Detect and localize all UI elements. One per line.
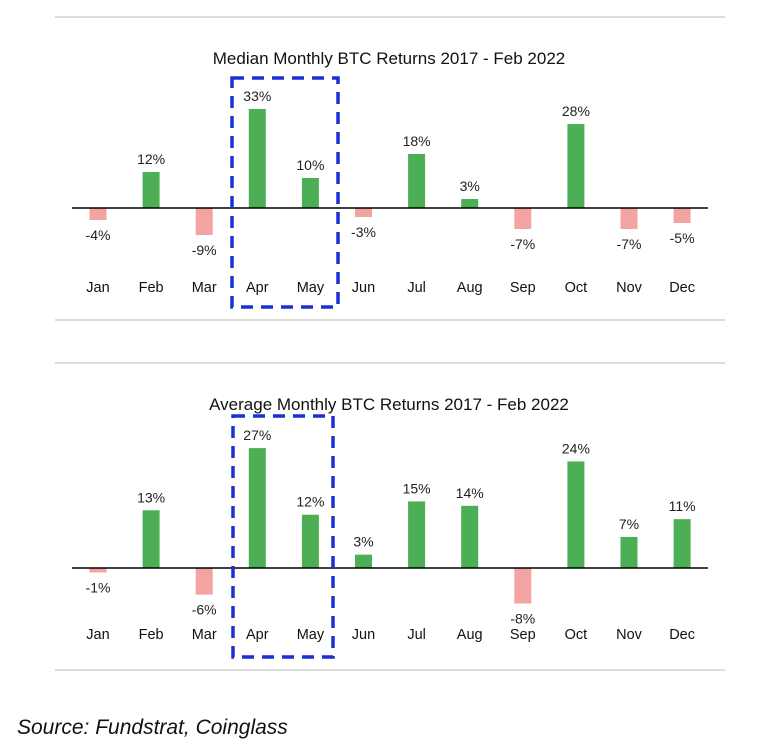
bar-apr xyxy=(248,448,266,568)
month-tick-label: Feb xyxy=(139,627,164,643)
month-tick-label: Apr xyxy=(246,280,269,296)
data-label: 27% xyxy=(243,427,271,443)
bar-mar xyxy=(195,208,213,235)
data-label: -9% xyxy=(192,242,217,258)
bar-aug xyxy=(461,505,479,568)
data-label: 13% xyxy=(137,489,165,505)
chart-title: Median Monthly BTC Returns 2017 - Feb 20… xyxy=(213,49,565,68)
month-tick-label: Jan xyxy=(86,627,109,643)
bar-nov xyxy=(620,208,638,229)
month-tick-label: Jun xyxy=(352,627,375,643)
bar-jan xyxy=(89,568,107,573)
data-label: -7% xyxy=(617,236,642,252)
month-tick-label: Sep xyxy=(510,627,536,643)
month-tick-label: May xyxy=(297,627,325,643)
chart-panel-2: Average Monthly BTC Returns 2017 - Feb 2… xyxy=(55,362,725,671)
data-label: -7% xyxy=(510,236,535,252)
month-tick-label: Nov xyxy=(616,627,643,643)
data-label: 10% xyxy=(296,157,324,173)
bar-jul xyxy=(408,154,426,208)
month-tick-label: Jul xyxy=(407,280,426,296)
chart-panel-1: Median Monthly BTC Returns 2017 - Feb 20… xyxy=(55,16,725,321)
month-tick-label: Mar xyxy=(192,280,217,296)
data-label: 7% xyxy=(619,516,639,532)
data-label: 12% xyxy=(137,151,165,167)
bar-nov xyxy=(620,536,638,568)
month-tick-label: Nov xyxy=(616,280,643,296)
month-tick-label: Jan xyxy=(86,280,109,296)
month-tick-label: Dec xyxy=(669,627,695,643)
chart-title: Average Monthly BTC Returns 2017 - Feb 2… xyxy=(209,395,569,414)
bar-feb xyxy=(142,172,160,208)
month-tick-label: Aug xyxy=(457,627,483,643)
data-label: -5% xyxy=(670,230,695,246)
bar-oct xyxy=(567,461,585,568)
bar-jul xyxy=(408,501,426,568)
data-label: -6% xyxy=(192,602,217,618)
data-label: 15% xyxy=(403,480,431,496)
bar-oct xyxy=(567,124,585,208)
bar-may xyxy=(301,178,319,208)
month-tick-label: Aug xyxy=(457,280,483,296)
data-label: 3% xyxy=(353,534,373,550)
data-label: 11% xyxy=(669,498,696,514)
month-tick-label: Sep xyxy=(510,280,536,296)
source-caption: Source: Fundstrat, Coinglass xyxy=(17,716,288,739)
month-tick-label: Feb xyxy=(139,280,164,296)
highlight-box-apr-may xyxy=(230,76,340,309)
bar-apr xyxy=(248,109,266,208)
month-tick-label: Jun xyxy=(352,280,375,296)
data-label: -4% xyxy=(86,227,111,243)
bar-sep xyxy=(514,568,532,604)
data-label: -1% xyxy=(86,579,111,595)
bar-dec xyxy=(673,208,691,223)
data-label: 28% xyxy=(562,103,590,119)
month-tick-label: Oct xyxy=(565,280,588,296)
data-label: 33% xyxy=(243,88,271,104)
data-label: 12% xyxy=(296,494,324,510)
bar-mar xyxy=(195,568,213,595)
data-label: 24% xyxy=(562,440,590,456)
bar-aug xyxy=(461,199,479,208)
month-tick-label: May xyxy=(297,280,325,296)
bar-jan xyxy=(89,208,107,220)
data-label: 14% xyxy=(456,485,484,501)
month-tick-label: Jul xyxy=(407,627,426,643)
bar-dec xyxy=(673,519,691,568)
month-tick-label: Apr xyxy=(246,627,269,643)
highlight-box-apr-may xyxy=(231,414,335,659)
data-label: 3% xyxy=(460,178,480,194)
month-tick-label: Mar xyxy=(192,627,217,643)
bar-feb xyxy=(142,510,160,568)
data-label: 18% xyxy=(403,133,431,149)
bar-jun xyxy=(355,554,372,568)
month-tick-label: Dec xyxy=(669,280,695,296)
bar-jun xyxy=(355,208,372,217)
data-label: -3% xyxy=(351,224,376,240)
month-tick-label: Oct xyxy=(565,627,588,643)
bar-may xyxy=(301,514,319,568)
bar-sep xyxy=(514,208,532,229)
data-label: -8% xyxy=(510,611,535,627)
